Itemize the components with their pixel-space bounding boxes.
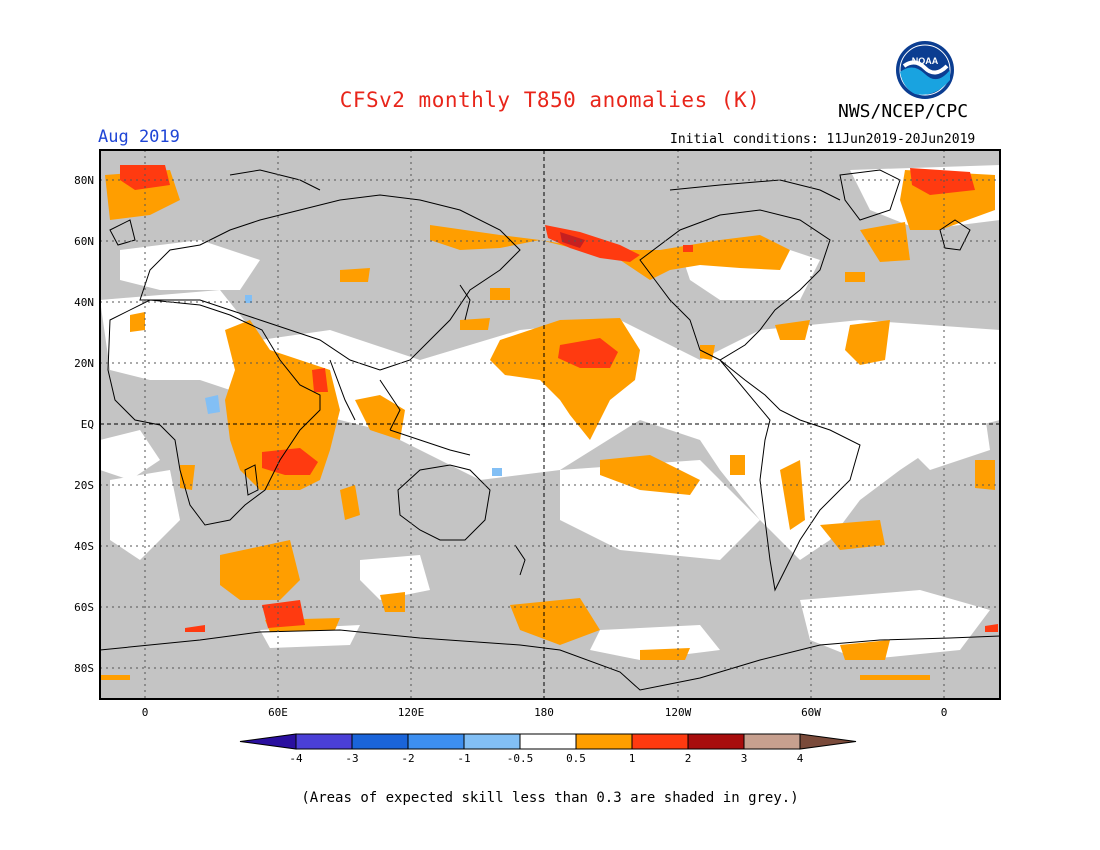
lon-label: 120W xyxy=(665,706,692,719)
colorbar-label: 2 xyxy=(685,752,692,765)
colorbar-label: 0.5 xyxy=(566,752,586,765)
colorbar-label: -4 xyxy=(289,752,303,765)
lat-label: 80S xyxy=(74,662,94,675)
colorbar-label: 3 xyxy=(741,752,748,765)
longitude-axis: 0 60E 120E 180 120W 60W 0 xyxy=(142,706,948,719)
lon-label: 60W xyxy=(801,706,821,719)
strong-warm-anomaly-regions xyxy=(120,165,998,632)
logo-text: NOAA xyxy=(912,56,939,66)
colorbar-arrow-low xyxy=(239,733,297,750)
colorbar: -4 -3 -2 -1 -0.5 0.5 1 2 3 4 xyxy=(239,733,857,765)
map-frame xyxy=(99,149,1001,700)
noaa-logo-icon: NOAA xyxy=(896,41,954,99)
equator-dateline xyxy=(100,150,1000,699)
colorbar-arrow-high xyxy=(799,733,857,750)
colorbar-swatch xyxy=(687,733,745,750)
lat-label: EQ xyxy=(81,418,94,431)
colorbar-swatch xyxy=(407,733,465,750)
lon-label: 0 xyxy=(142,706,149,719)
lat-label: 40N xyxy=(74,296,94,309)
lat-label: 80N xyxy=(74,174,94,187)
lon-label: 120E xyxy=(398,706,425,719)
colorbar-swatch xyxy=(631,733,689,750)
colorbar-swatch xyxy=(519,733,577,750)
colorbar-swatch xyxy=(351,733,409,750)
colorbar-label: -1 xyxy=(457,752,470,765)
lon-label: 0 xyxy=(941,706,948,719)
colorbar-label: 4 xyxy=(797,752,804,765)
initial-conditions: Initial conditions: 11Jun2019-20Jun2019 xyxy=(670,132,976,147)
coastlines xyxy=(100,169,1000,691)
lat-label: 40S xyxy=(74,540,94,553)
colorbar-swatch xyxy=(575,733,633,750)
lat-label: 20N xyxy=(74,357,94,370)
colorbar-label: -2 xyxy=(401,752,414,765)
agency-label: NWS/NCEP/CPC xyxy=(838,101,969,122)
colorbar-swatch xyxy=(463,733,521,750)
colorbar-label: -0.5 xyxy=(507,752,534,765)
chart-title: CFSv2 monthly T850 anomalies (K) xyxy=(339,88,761,112)
forecast-month: Aug 2019 xyxy=(98,127,180,147)
graticule xyxy=(100,150,1000,699)
lon-label: 180 xyxy=(534,706,554,719)
cold-anomaly-regions xyxy=(205,295,502,476)
colorbar-swatch xyxy=(295,733,353,750)
very-strong-warm-anomaly-regions xyxy=(560,232,585,248)
latitude-axis: 80N 60N 40N 20N EQ 20S 40S 60S 80S xyxy=(74,174,94,675)
colorbar-label: -3 xyxy=(345,752,358,765)
skill-note: (Areas of expected skill less than 0.3 a… xyxy=(301,790,799,806)
colorbar-swatch xyxy=(743,733,801,750)
lat-label: 60S xyxy=(74,601,94,614)
colorbar-label: 1 xyxy=(629,752,636,765)
lat-label: 60N xyxy=(74,235,94,248)
lon-label: 60E xyxy=(268,706,288,719)
lat-label: 20S xyxy=(74,479,94,492)
